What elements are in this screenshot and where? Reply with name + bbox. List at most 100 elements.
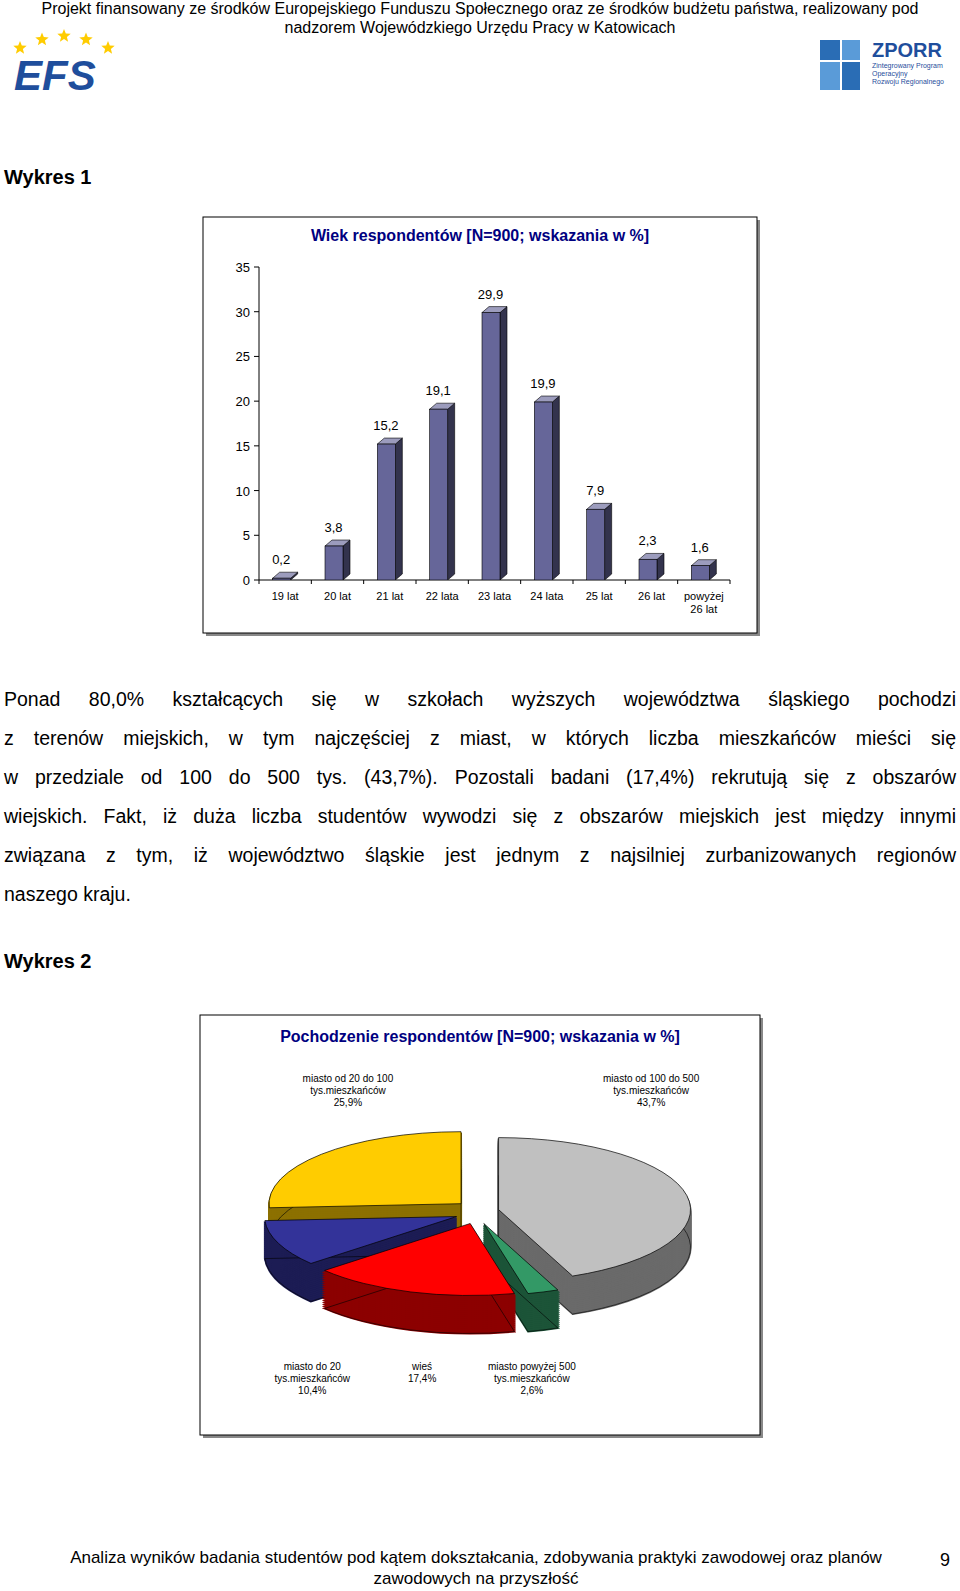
y-tick — [254, 356, 259, 357]
bar-side — [605, 503, 612, 580]
y-tick — [254, 311, 259, 312]
x-tick-label: 19 lat — [272, 590, 299, 602]
logo-subtitle: Zintegrowany Program — [872, 62, 943, 70]
paragraph-line: Ponad 80,0% kształcących się w szkołach … — [4, 688, 956, 711]
y-axis — [259, 267, 260, 580]
bar — [639, 559, 657, 580]
chart-frame — [203, 217, 757, 633]
chart-title: Wiek respondentów [N=900; wskazania w %] — [311, 227, 649, 244]
slice — [499, 1138, 691, 1276]
bar-side — [395, 438, 402, 580]
x-tick — [311, 580, 312, 584]
y-tick-label: 0 — [243, 573, 250, 588]
slice-category-line: miasto od 100 do 500 — [603, 1073, 700, 1084]
slice-label: miasto do 20tys.mieszkańców10,4% — [274, 1361, 350, 1396]
bar-top — [639, 553, 664, 559]
page: Projekt finansowany ze środków Europejsk… — [0, 0, 960, 1591]
x-tick-label: 26 lat — [638, 590, 665, 602]
caption: Wykres 1 — [4, 166, 91, 188]
slice-category-line: tys.mieszkańców — [310, 1085, 386, 1096]
bar-top — [482, 307, 507, 313]
data-label: 2,6% — [520, 1385, 543, 1396]
paragraph-line: z terenów miejskich, w tym najczęściej z… — [4, 727, 956, 750]
x-tick — [259, 580, 260, 584]
footer-text: zawodowych na przyszłość — [373, 1569, 579, 1588]
paragraph-line: w przedziale od 100 do 500 tys. (43,7%).… — [4, 766, 956, 789]
x-tick-label-line: 24 lata — [530, 590, 564, 602]
x-tick-label-line: 23 lata — [478, 590, 512, 602]
x-tick-label: 23 lata — [478, 590, 512, 602]
x-tick-label: 20 lat — [324, 590, 351, 602]
bar-top — [691, 560, 716, 566]
slice-label: miasto powyżej 500tys.mieszkańców2,6% — [488, 1361, 576, 1396]
y-tick-label: 35 — [236, 260, 250, 275]
star — [79, 33, 92, 46]
x-tick-label-line: 26 lat — [638, 590, 665, 602]
bar — [430, 409, 448, 580]
slice-label: miasto od 20 do 100tys.mieszkańców25,9% — [303, 1073, 394, 1108]
x-tick-label-line: 25 lat — [586, 590, 613, 602]
x-tick — [625, 580, 626, 584]
x-tick — [520, 580, 521, 584]
bar-side — [552, 396, 559, 580]
page-number: 9 — [940, 1550, 950, 1570]
footer-text: Analiza wyników badania studentów pod ką… — [70, 1548, 882, 1567]
slice-category-line: tys.mieszkańców — [613, 1085, 689, 1096]
zporr-icon — [820, 40, 860, 90]
bar — [377, 444, 395, 580]
x-tick-label-line: powyżej — [684, 590, 724, 602]
x-tick — [363, 580, 364, 584]
bar-side — [343, 540, 350, 580]
star — [57, 29, 70, 42]
slice-category-line: wieś — [411, 1361, 432, 1372]
slice — [269, 1132, 461, 1208]
data-label: 0,2 — [272, 552, 290, 567]
x-tick — [468, 580, 469, 584]
logo-subtitle: Rozwoju Regionalnego — [872, 78, 944, 86]
y-tick — [254, 401, 259, 402]
slice-category: miasto od 100 do 500tys.mieszkańców — [603, 1073, 700, 1096]
x-tick-label: powyżej26 lat — [684, 590, 724, 615]
logo-zporr: ZPORR — [872, 39, 943, 61]
slice-category: miasto od 20 do 100tys.mieszkańców — [303, 1073, 394, 1096]
x-tick-label-line: 20 lat — [324, 590, 351, 602]
data-label: 7,9 — [586, 483, 604, 498]
bar — [534, 402, 552, 580]
bar-side — [448, 403, 455, 580]
y-tick-label: 5 — [243, 528, 250, 543]
x-tick-label: 22 lata — [426, 590, 460, 602]
x-tick-label: 24 lata — [530, 590, 564, 602]
y-tick-label: 15 — [236, 439, 250, 454]
y-tick — [254, 580, 259, 581]
slice-label: miasto od 100 do 500tys.mieszkańców43,7% — [603, 1073, 700, 1108]
data-label: 2,3 — [638, 533, 656, 548]
data-label: 19,9 — [530, 376, 555, 391]
y-tick — [254, 267, 259, 268]
header-text: Projekt finansowany ze środków Europejsk… — [42, 0, 919, 17]
y-tick-label: 30 — [236, 305, 250, 320]
puzzle — [842, 62, 860, 90]
chart-title: Pochodzenie respondentów [N=900; wskazan… — [280, 1028, 680, 1045]
bar-top — [534, 396, 559, 402]
y-tick-label: 20 — [236, 394, 250, 409]
y-tick-label: 10 — [236, 484, 250, 499]
x-tick-label: 25 lat — [586, 590, 613, 602]
data-label: 3,8 — [324, 520, 342, 535]
bar — [273, 578, 291, 580]
header-text: nadzorem Wojewódzkiego Urzędu Pracy w Ka… — [285, 19, 676, 36]
data-label: 15,2 — [373, 418, 398, 433]
puzzle — [820, 40, 840, 60]
slice-category-line: miasto od 20 do 100 — [303, 1073, 394, 1084]
paragraph-line: związana z tym, iż województwo śląskie j… — [4, 844, 956, 867]
x-tick — [677, 580, 678, 584]
bar — [587, 509, 605, 580]
bar — [691, 566, 709, 580]
bar — [325, 546, 343, 580]
x-tick-label-line: 19 lat — [272, 590, 299, 602]
puzzle — [820, 62, 840, 90]
data-label: 19,1 — [426, 383, 451, 398]
logo-subtitle: Operacyjny — [872, 70, 908, 78]
bars — [273, 307, 717, 580]
star — [35, 33, 48, 46]
x-tick-label: 21 lat — [376, 590, 403, 602]
